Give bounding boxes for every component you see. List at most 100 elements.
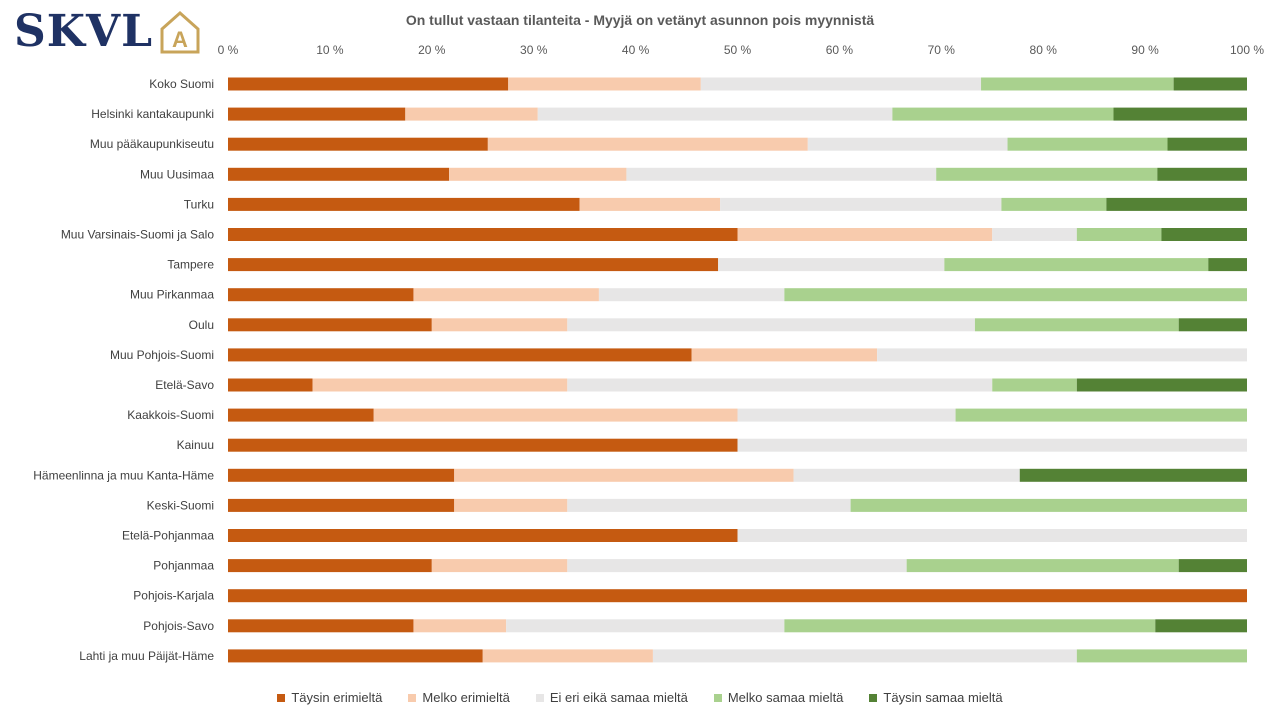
category-label: Keski-Suomi bbox=[147, 498, 214, 512]
category-label: Etelä-Savo bbox=[155, 378, 214, 392]
bar-segment bbox=[807, 137, 1008, 151]
bar-segment bbox=[567, 318, 975, 332]
bar-segment bbox=[228, 137, 488, 151]
bar-segment bbox=[482, 649, 653, 663]
bar-segment bbox=[312, 378, 568, 392]
bar-segment bbox=[228, 288, 414, 302]
legend-label: Ei eri eikä samaa mieltä bbox=[549, 690, 688, 705]
bar-segment bbox=[579, 197, 721, 211]
bar-segment bbox=[906, 559, 1179, 573]
category-label: Kaakkois-Suomi bbox=[127, 408, 214, 422]
category-label: Lahti ja muu Päijät-Häme bbox=[79, 649, 214, 663]
legend-item: Melko samaa mieltä bbox=[713, 690, 844, 705]
category-label: Koko Suomi bbox=[149, 77, 214, 91]
bar-segment bbox=[228, 348, 692, 362]
bar-segment bbox=[413, 288, 599, 302]
x-tick-label: 60 % bbox=[826, 43, 854, 57]
bar-segment bbox=[850, 498, 1247, 512]
legend-label: Täysin erimieltä bbox=[291, 690, 383, 705]
legend-swatch bbox=[713, 693, 722, 702]
legend-swatch bbox=[277, 693, 286, 702]
bar-segment bbox=[737, 529, 1247, 542]
bar-segment bbox=[228, 197, 580, 211]
bar-segment bbox=[1173, 77, 1247, 91]
x-tick-label: 90 % bbox=[1131, 43, 1159, 57]
bar-segment bbox=[1178, 318, 1247, 332]
x-tick-label: 100 % bbox=[1230, 43, 1264, 57]
bar-segment bbox=[1157, 167, 1247, 181]
bar-segment bbox=[1001, 197, 1107, 211]
legend-label: Melko samaa mieltä bbox=[727, 690, 844, 705]
bar-segment bbox=[737, 438, 1247, 452]
legend-item: Täysin samaa mieltä bbox=[869, 690, 1003, 705]
legend-label: Melko erimieltä bbox=[422, 690, 510, 705]
x-tick-label: 20 % bbox=[418, 43, 446, 57]
bar-segment bbox=[784, 288, 1247, 302]
bar-segment bbox=[981, 77, 1174, 91]
category-label: Muu pääkaupunkiseutu bbox=[90, 137, 214, 151]
bar-segment bbox=[1019, 468, 1247, 482]
category-label: Oulu bbox=[189, 318, 214, 332]
bar-segment bbox=[936, 167, 1158, 181]
x-tick-label: 80 % bbox=[1030, 43, 1058, 57]
logo-mark-letter: A bbox=[172, 27, 188, 52]
bar-segment bbox=[1155, 619, 1247, 633]
bar-segment bbox=[691, 348, 878, 362]
legend-swatch bbox=[535, 693, 544, 702]
legend: Täysin erimieltä Melko erimieltä Ei eri ei… bbox=[0, 690, 1280, 705]
bar-segment bbox=[567, 559, 907, 573]
bar-segment bbox=[431, 559, 568, 573]
bar-segment bbox=[652, 649, 1077, 663]
bar-segment bbox=[598, 288, 785, 302]
bar-segment bbox=[737, 408, 956, 422]
bar-segment bbox=[506, 619, 785, 633]
bar-segment bbox=[567, 498, 851, 512]
bar-segment bbox=[228, 228, 738, 241]
bar-segment bbox=[228, 378, 313, 392]
house-icon: A bbox=[160, 10, 200, 54]
bar-segment bbox=[228, 559, 432, 573]
bar-segment bbox=[1208, 258, 1247, 272]
bar-segment bbox=[567, 378, 993, 392]
category-label: Pohjois-Karjala bbox=[133, 589, 214, 603]
bar-segment bbox=[944, 258, 1209, 272]
legend-item: Ei eri eikä samaa mieltä bbox=[535, 690, 688, 705]
category-label: Pohjois-Savo bbox=[143, 619, 214, 633]
bar-segment bbox=[537, 107, 893, 121]
bar-segment bbox=[487, 137, 808, 151]
bar-segment bbox=[228, 589, 1247, 603]
bar-segment bbox=[508, 77, 701, 91]
bar-segment bbox=[793, 468, 1020, 482]
category-label: Kainuu bbox=[177, 438, 214, 452]
bar-segment bbox=[1161, 228, 1247, 241]
x-tick-label: 40 % bbox=[622, 43, 650, 57]
bar-segment bbox=[1106, 197, 1247, 211]
bar-segment bbox=[413, 619, 507, 633]
legend-swatch bbox=[408, 693, 417, 702]
bar-segment bbox=[228, 438, 738, 452]
bar-segment bbox=[373, 408, 738, 422]
bar-segment bbox=[700, 77, 982, 91]
x-tick-label: 50 % bbox=[724, 43, 752, 57]
bar-segment bbox=[405, 107, 538, 121]
x-tick-label: 0 % bbox=[218, 43, 239, 57]
bar-segment bbox=[228, 107, 406, 121]
bar-segment bbox=[228, 468, 455, 482]
bar-segment bbox=[720, 197, 1002, 211]
category-label: Muu Varsinais-Suomi ja Salo bbox=[61, 228, 215, 242]
bar-segment bbox=[1178, 559, 1247, 573]
bar-segment bbox=[1076, 228, 1162, 241]
brand-logo: SKVL A bbox=[14, 8, 201, 56]
bar-segment bbox=[784, 619, 1156, 633]
bar-segment bbox=[431, 318, 568, 332]
bar-segment bbox=[626, 167, 937, 181]
category-label: Turku bbox=[184, 197, 214, 211]
bar-segment bbox=[228, 258, 719, 272]
category-label: Pohjanmaa bbox=[153, 559, 214, 573]
category-label: Muu Uusimaa bbox=[140, 167, 214, 181]
x-tick-label: 10 % bbox=[316, 43, 344, 57]
bar-segment bbox=[228, 619, 414, 633]
legend-swatch bbox=[869, 693, 878, 702]
x-tick-label: 70 % bbox=[928, 43, 956, 57]
bar-segment bbox=[718, 258, 945, 272]
